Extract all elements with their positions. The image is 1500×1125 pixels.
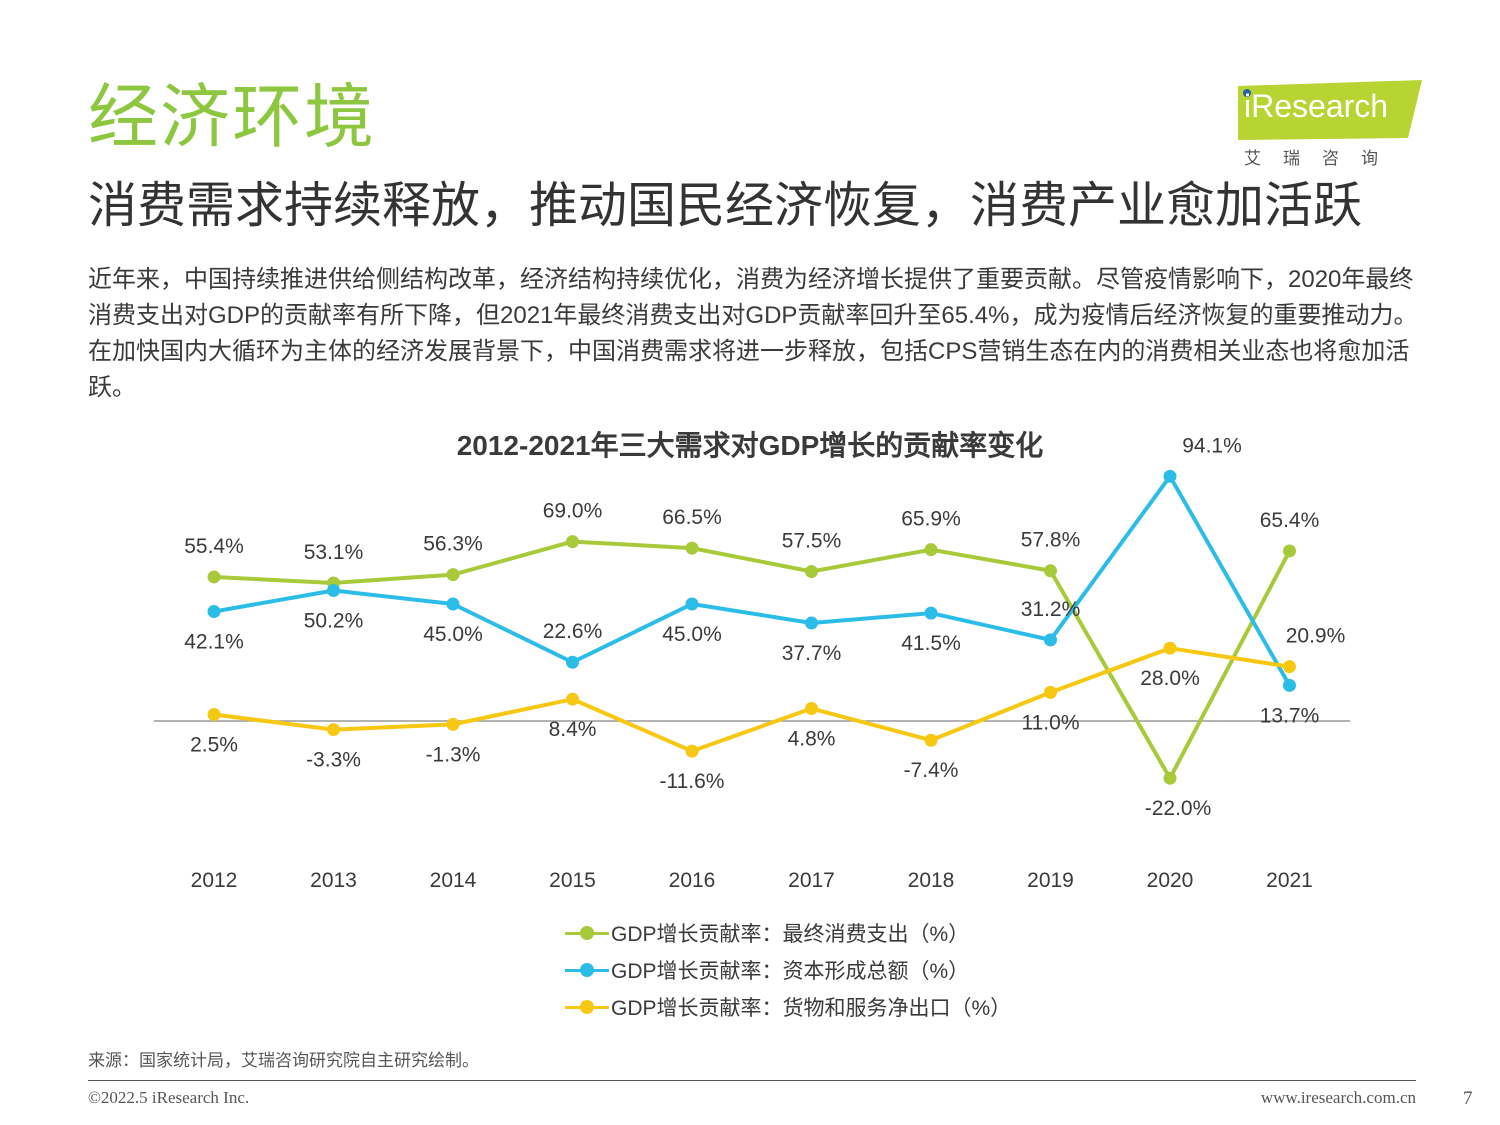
data-label: 94.1% bbox=[1182, 434, 1242, 457]
data-label: 69.0% bbox=[543, 500, 603, 523]
x-tick-label: 2013 bbox=[310, 869, 357, 892]
legend-label-capital: GDP增长贡献率：资本形成总额（%） bbox=[611, 959, 970, 983]
data-label: 28.0% bbox=[1140, 667, 1200, 690]
legend-label-net-export: GDP增长贡献率：货物和服务净出口（%） bbox=[611, 996, 1012, 1020]
data-point bbox=[1283, 544, 1296, 558]
x-tick-label: 2020 bbox=[1147, 869, 1194, 892]
section-title: 经济环境 bbox=[88, 78, 376, 156]
legend-label-consumption: GDP增长贡献率：最终消费支出（%） bbox=[611, 922, 970, 946]
data-label: 13.7% bbox=[1260, 704, 1320, 727]
logo-chinese-text: 艾瑞咨询 bbox=[1244, 149, 1400, 168]
data-label: 57.8% bbox=[1021, 529, 1081, 552]
data-label: 65.9% bbox=[901, 508, 961, 531]
chart-legend: GDP增长贡献率：最终消费支出（%） GDP增长贡献率：资本形成总额（%） GD… bbox=[565, 914, 1011, 1025]
data-point bbox=[1044, 685, 1057, 699]
logo-dot-icon bbox=[1243, 89, 1251, 97]
series-line bbox=[212, 474, 1292, 688]
page-subtitle: 消费需求持续释放，推动国民经济恢复，消费产业愈加活跃 bbox=[88, 179, 1363, 233]
data-label: 37.7% bbox=[782, 642, 842, 665]
data-label: 66.5% bbox=[662, 506, 722, 529]
data-point bbox=[924, 606, 938, 620]
data-label: 11.0% bbox=[1022, 711, 1080, 734]
website-link[interactable]: www.iresearch.com.cn bbox=[1260, 1088, 1416, 1107]
x-tick-label: 2014 bbox=[430, 869, 477, 892]
copyright-text: ©2022.5 iResearch Inc. bbox=[88, 1088, 250, 1107]
data-point bbox=[327, 723, 340, 737]
x-tick-label: 2018 bbox=[908, 869, 955, 892]
data-label: -7.4% bbox=[904, 759, 959, 782]
logo-banner-shape bbox=[1238, 80, 1422, 140]
data-point bbox=[1163, 641, 1177, 655]
x-tick-label: 2012 bbox=[191, 869, 238, 892]
data-point bbox=[1044, 564, 1057, 578]
x-tick-label: 2016 bbox=[669, 869, 716, 892]
data-point bbox=[805, 616, 818, 630]
data-point bbox=[1283, 660, 1296, 674]
data-label: 45.0% bbox=[423, 623, 483, 646]
footer-divider bbox=[88, 1080, 1416, 1081]
data-label: 31.2% bbox=[1021, 598, 1081, 621]
data-point bbox=[446, 717, 460, 731]
x-tick-label: 2017 bbox=[788, 869, 835, 892]
page-number: 7 bbox=[1463, 1088, 1473, 1109]
data-label: 56.3% bbox=[423, 533, 483, 556]
data-label: -22.0% bbox=[1145, 797, 1212, 820]
data-label: 65.4% bbox=[1260, 509, 1320, 532]
data-label: 8.4% bbox=[549, 718, 597, 741]
iresearch-logo: iResearch 艾瑞咨询 bbox=[1232, 78, 1432, 170]
data-point bbox=[924, 733, 938, 747]
data-label: 50.2% bbox=[304, 609, 364, 632]
legend-swatch-net-export bbox=[565, 997, 609, 1017]
x-tick-label: 2021 bbox=[1266, 869, 1313, 892]
data-label: 4.8% bbox=[788, 728, 836, 751]
data-label: 57.5% bbox=[782, 530, 842, 553]
data-point bbox=[207, 708, 221, 721]
data-point bbox=[685, 597, 699, 611]
legend-swatch-capital bbox=[565, 960, 609, 980]
data-point bbox=[207, 605, 221, 619]
data-point bbox=[685, 541, 699, 555]
data-point bbox=[805, 565, 818, 578]
legend-swatch-consumption bbox=[565, 923, 609, 943]
data-point bbox=[685, 744, 699, 758]
data-label: -3.3% bbox=[306, 749, 361, 772]
legend-item-capital: GDP增长贡献率：资本形成总额（%） bbox=[565, 951, 1011, 988]
data-point bbox=[446, 597, 460, 611]
data-point bbox=[446, 568, 460, 582]
data-point bbox=[924, 543, 938, 557]
data-point bbox=[566, 692, 579, 706]
data-label: 22.6% bbox=[543, 620, 603, 643]
data-label: 2.5% bbox=[190, 734, 238, 757]
data-label: -1.3% bbox=[426, 743, 481, 766]
data-label: -11.6% bbox=[660, 770, 725, 793]
data-label: 55.4% bbox=[184, 535, 244, 558]
series-line bbox=[212, 646, 1292, 754]
chart-title: 2012-2021年三大需求对GDP增长的贡献率变化 bbox=[456, 430, 1044, 461]
intro-paragraph: 近年来，中国持续推进供给侧结构改革，经济结构持续优化，消费为经济增长提供了重要贡… bbox=[88, 266, 1418, 401]
data-point bbox=[327, 583, 340, 597]
data-point bbox=[566, 655, 579, 669]
series-line bbox=[212, 539, 1292, 781]
data-label: 41.5% bbox=[901, 632, 961, 655]
legend-item-net-export: GDP增长贡献率：货物和服务净出口（%） bbox=[565, 988, 1011, 1025]
data-point bbox=[566, 535, 579, 549]
legend-item-consumption: GDP增长贡献率：最终消费支出（%） bbox=[565, 914, 1011, 951]
x-tick-label: 2019 bbox=[1027, 869, 1074, 892]
data-point bbox=[1163, 771, 1177, 785]
data-point bbox=[805, 702, 818, 716]
data-point bbox=[1283, 678, 1296, 692]
data-point bbox=[1044, 633, 1057, 647]
data-label: 45.0% bbox=[662, 623, 722, 646]
data-label: 20.9% bbox=[1286, 625, 1346, 648]
source-note: 来源：国家统计局，艾瑞咨询研究院自主研究绘制。 bbox=[88, 1051, 479, 1070]
data-label: 53.1% bbox=[304, 541, 364, 564]
data-point bbox=[207, 570, 221, 584]
x-tick-label: 2015 bbox=[549, 869, 596, 892]
data-point bbox=[1163, 469, 1177, 483]
logo-brand-text: iResearch bbox=[1244, 88, 1389, 124]
data-label: 42.1% bbox=[184, 631, 244, 654]
